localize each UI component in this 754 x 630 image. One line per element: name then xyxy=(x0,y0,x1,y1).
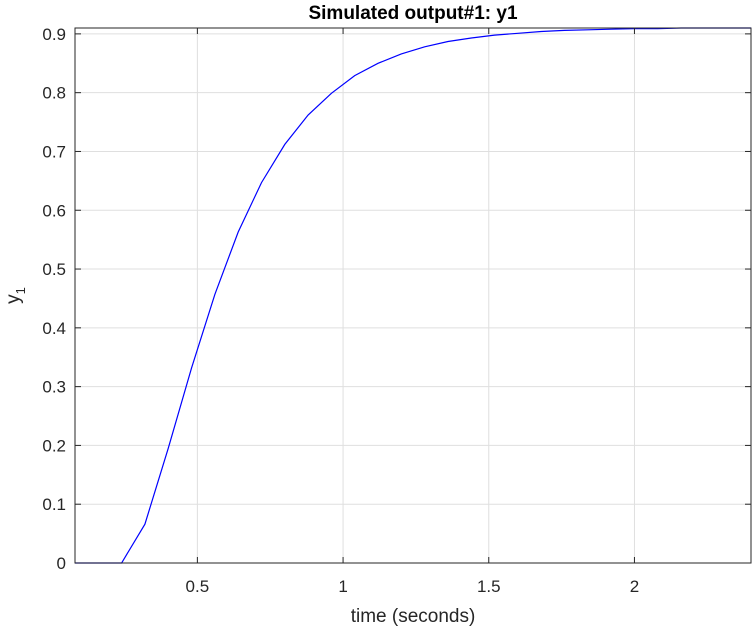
series-line-y1 xyxy=(75,27,751,564)
y-axis-label-subscript: 1 xyxy=(13,287,28,294)
axes-frame xyxy=(74,27,752,564)
y-axis-label-main: y xyxy=(3,294,24,304)
y-tick-label: 0.5 xyxy=(42,260,66,279)
y-tick-label: 0.2 xyxy=(42,436,66,455)
y-tick-label: 0.8 xyxy=(42,84,66,103)
grid-layer xyxy=(75,28,751,564)
y-tick-label: 0.3 xyxy=(42,378,66,397)
x-tick-label: 1.5 xyxy=(477,577,501,596)
x-axis-label: time (seconds) xyxy=(351,606,476,627)
y-tick-label: 0 xyxy=(57,554,66,573)
chart-title: Simulated output#1: y1 xyxy=(308,3,517,24)
y-axis-label: y1 xyxy=(3,287,28,304)
y-tick-label: 0.6 xyxy=(42,201,66,220)
y-tick-label: 0.9 xyxy=(42,25,66,44)
y-tick-label: 0.7 xyxy=(42,142,66,161)
x-tick-label: 0.5 xyxy=(186,577,210,596)
y-tick-label: 0.4 xyxy=(42,319,66,338)
y-tick-label: 0.1 xyxy=(42,495,66,514)
x-tick-label: 1 xyxy=(338,577,347,596)
tick-layer: 0.5 1 1.5 2 0 0.1 0.2 0.3 0.4 0.5 0.6 0.7 0.8 0.9 xyxy=(42,25,751,596)
x-tick-label: 2 xyxy=(630,577,639,596)
